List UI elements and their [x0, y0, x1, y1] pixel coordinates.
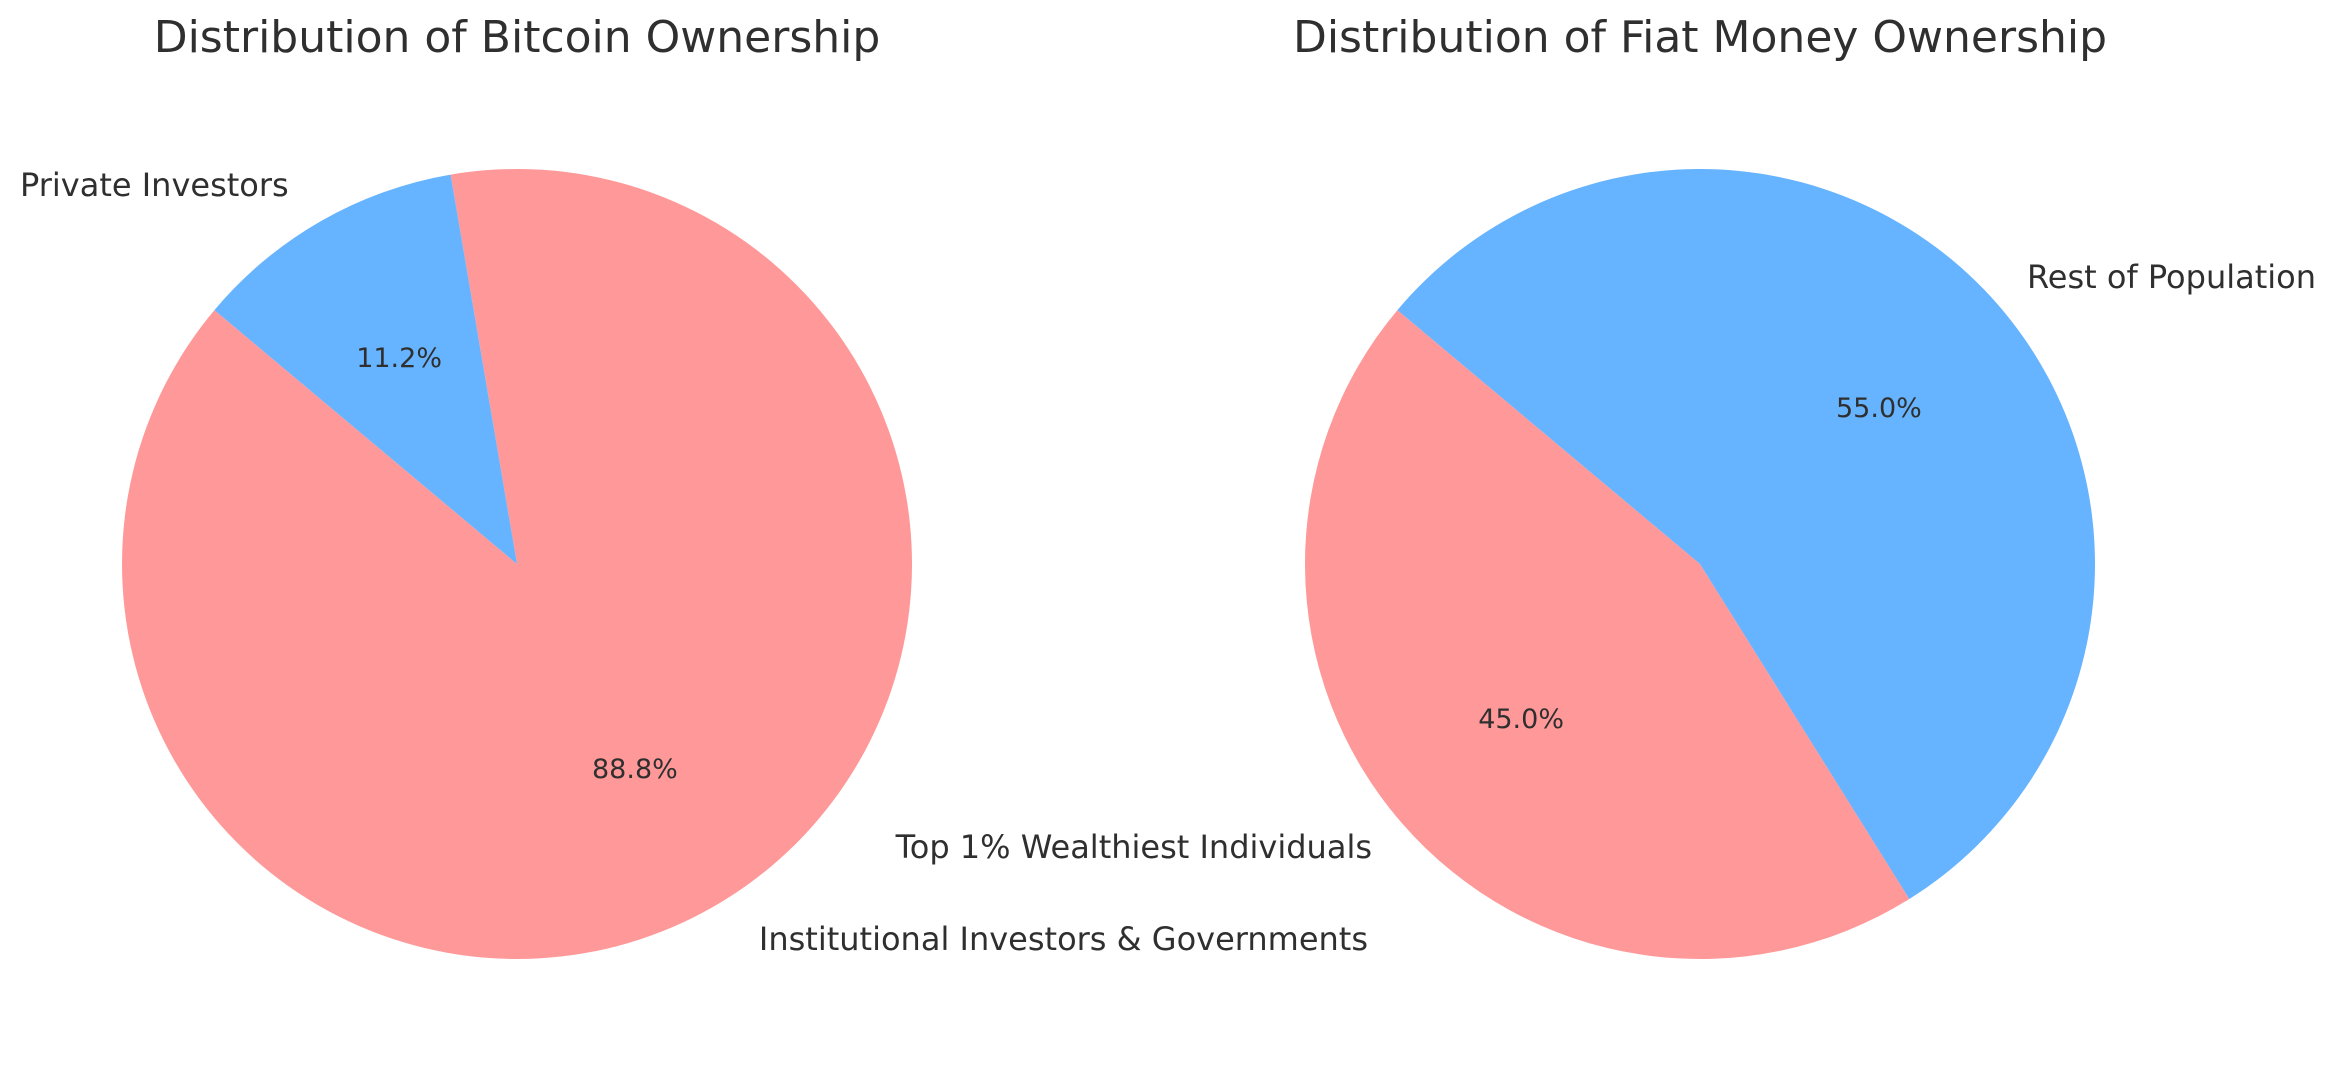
pie-slice-rest-of-population — [1397, 169, 2095, 899]
slice-label-rest-of-population: Rest of Population — [2027, 258, 2316, 296]
slice-label-top-1-percent: Top 1% Wealthiest Individuals — [895, 828, 1372, 866]
pct-label-rest-of-population: 55.0% — [1836, 393, 1922, 424]
pct-label-private-investors: 11.2% — [356, 343, 442, 374]
fiat-ownership-pie: Distribution of Fiat Money Ownership Top… — [895, 12, 2316, 960]
pie-slice-private-investors — [214, 174, 517, 564]
pct-label-institutional-investors: 88.8% — [592, 754, 678, 785]
pie-slice-institutional-investors — [122, 168, 913, 959]
bitcoin-ownership-pie: Distribution of Bitcoin Ownership Instit… — [20, 12, 1368, 959]
pct-label-top-1-percent: 45.0% — [1478, 704, 1564, 735]
bitcoin-chart-title: Distribution of Bitcoin Ownership — [154, 12, 881, 63]
fiat-pie-slices — [1304, 169, 2095, 960]
fiat-chart-title: Distribution of Fiat Money Ownership — [1293, 12, 2107, 63]
pie-slice-top-1-percent — [1304, 310, 1910, 960]
bitcoin-pie-slices — [122, 168, 913, 959]
slice-label-private-investors: Private Investors — [20, 166, 289, 204]
slice-label-institutional-investors: Institutional Investors & Governments — [759, 920, 1368, 958]
